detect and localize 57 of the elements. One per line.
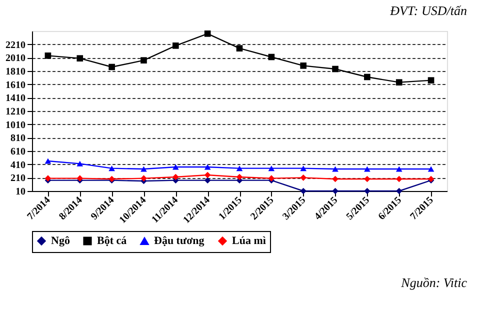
point xyxy=(300,174,307,181)
point xyxy=(44,158,52,164)
y-tick-label: 410 xyxy=(10,160,26,171)
y-tick-label: 2010 xyxy=(6,53,26,64)
point xyxy=(268,54,275,60)
point xyxy=(76,55,84,62)
y-tick-label: 610 xyxy=(10,146,26,158)
point xyxy=(332,166,338,172)
text: ĐVT: USD/tấn xyxy=(389,3,467,18)
y-tick-label: 1810 xyxy=(6,66,26,78)
legend-label: Đậu tương xyxy=(154,235,205,248)
point xyxy=(44,52,52,59)
point xyxy=(268,166,275,172)
legend-label: Lúa mì xyxy=(232,234,266,247)
point xyxy=(108,166,115,172)
y-tick-label: 210 xyxy=(10,173,26,184)
point xyxy=(140,166,147,172)
point xyxy=(236,45,243,52)
point xyxy=(396,166,402,172)
point xyxy=(364,188,370,194)
point xyxy=(396,176,402,182)
y-tick-label: 1210 xyxy=(6,106,26,118)
y-tick-label: 1410 xyxy=(6,93,26,104)
point xyxy=(204,177,211,184)
text: Nguồn: Vitic xyxy=(400,275,468,290)
legend-label: Bột cá xyxy=(97,234,128,247)
point xyxy=(236,174,243,180)
point xyxy=(76,160,84,166)
point xyxy=(204,172,211,178)
point xyxy=(140,175,147,182)
point xyxy=(396,188,402,194)
y-tick-label: 1610 xyxy=(6,80,26,91)
point xyxy=(332,188,338,194)
point xyxy=(204,164,211,170)
y-tick-label: 1010 xyxy=(6,120,26,131)
y-tick-label: 810 xyxy=(10,133,26,144)
point xyxy=(332,66,338,72)
point xyxy=(236,166,243,172)
point xyxy=(300,188,307,194)
point xyxy=(396,79,402,86)
point xyxy=(300,166,307,172)
point xyxy=(300,62,307,69)
point xyxy=(204,30,211,37)
point xyxy=(428,77,434,84)
point xyxy=(364,166,370,172)
legend-label: Ngô xyxy=(51,234,70,247)
point xyxy=(364,176,370,182)
point xyxy=(364,74,370,80)
point xyxy=(140,57,147,64)
y-tick-label: 10 xyxy=(16,186,26,198)
point xyxy=(172,42,179,49)
point xyxy=(108,64,115,70)
point xyxy=(332,176,338,182)
point xyxy=(428,166,434,172)
point xyxy=(172,164,179,170)
y-tick-label: 2210 xyxy=(6,40,26,51)
point xyxy=(172,174,179,180)
